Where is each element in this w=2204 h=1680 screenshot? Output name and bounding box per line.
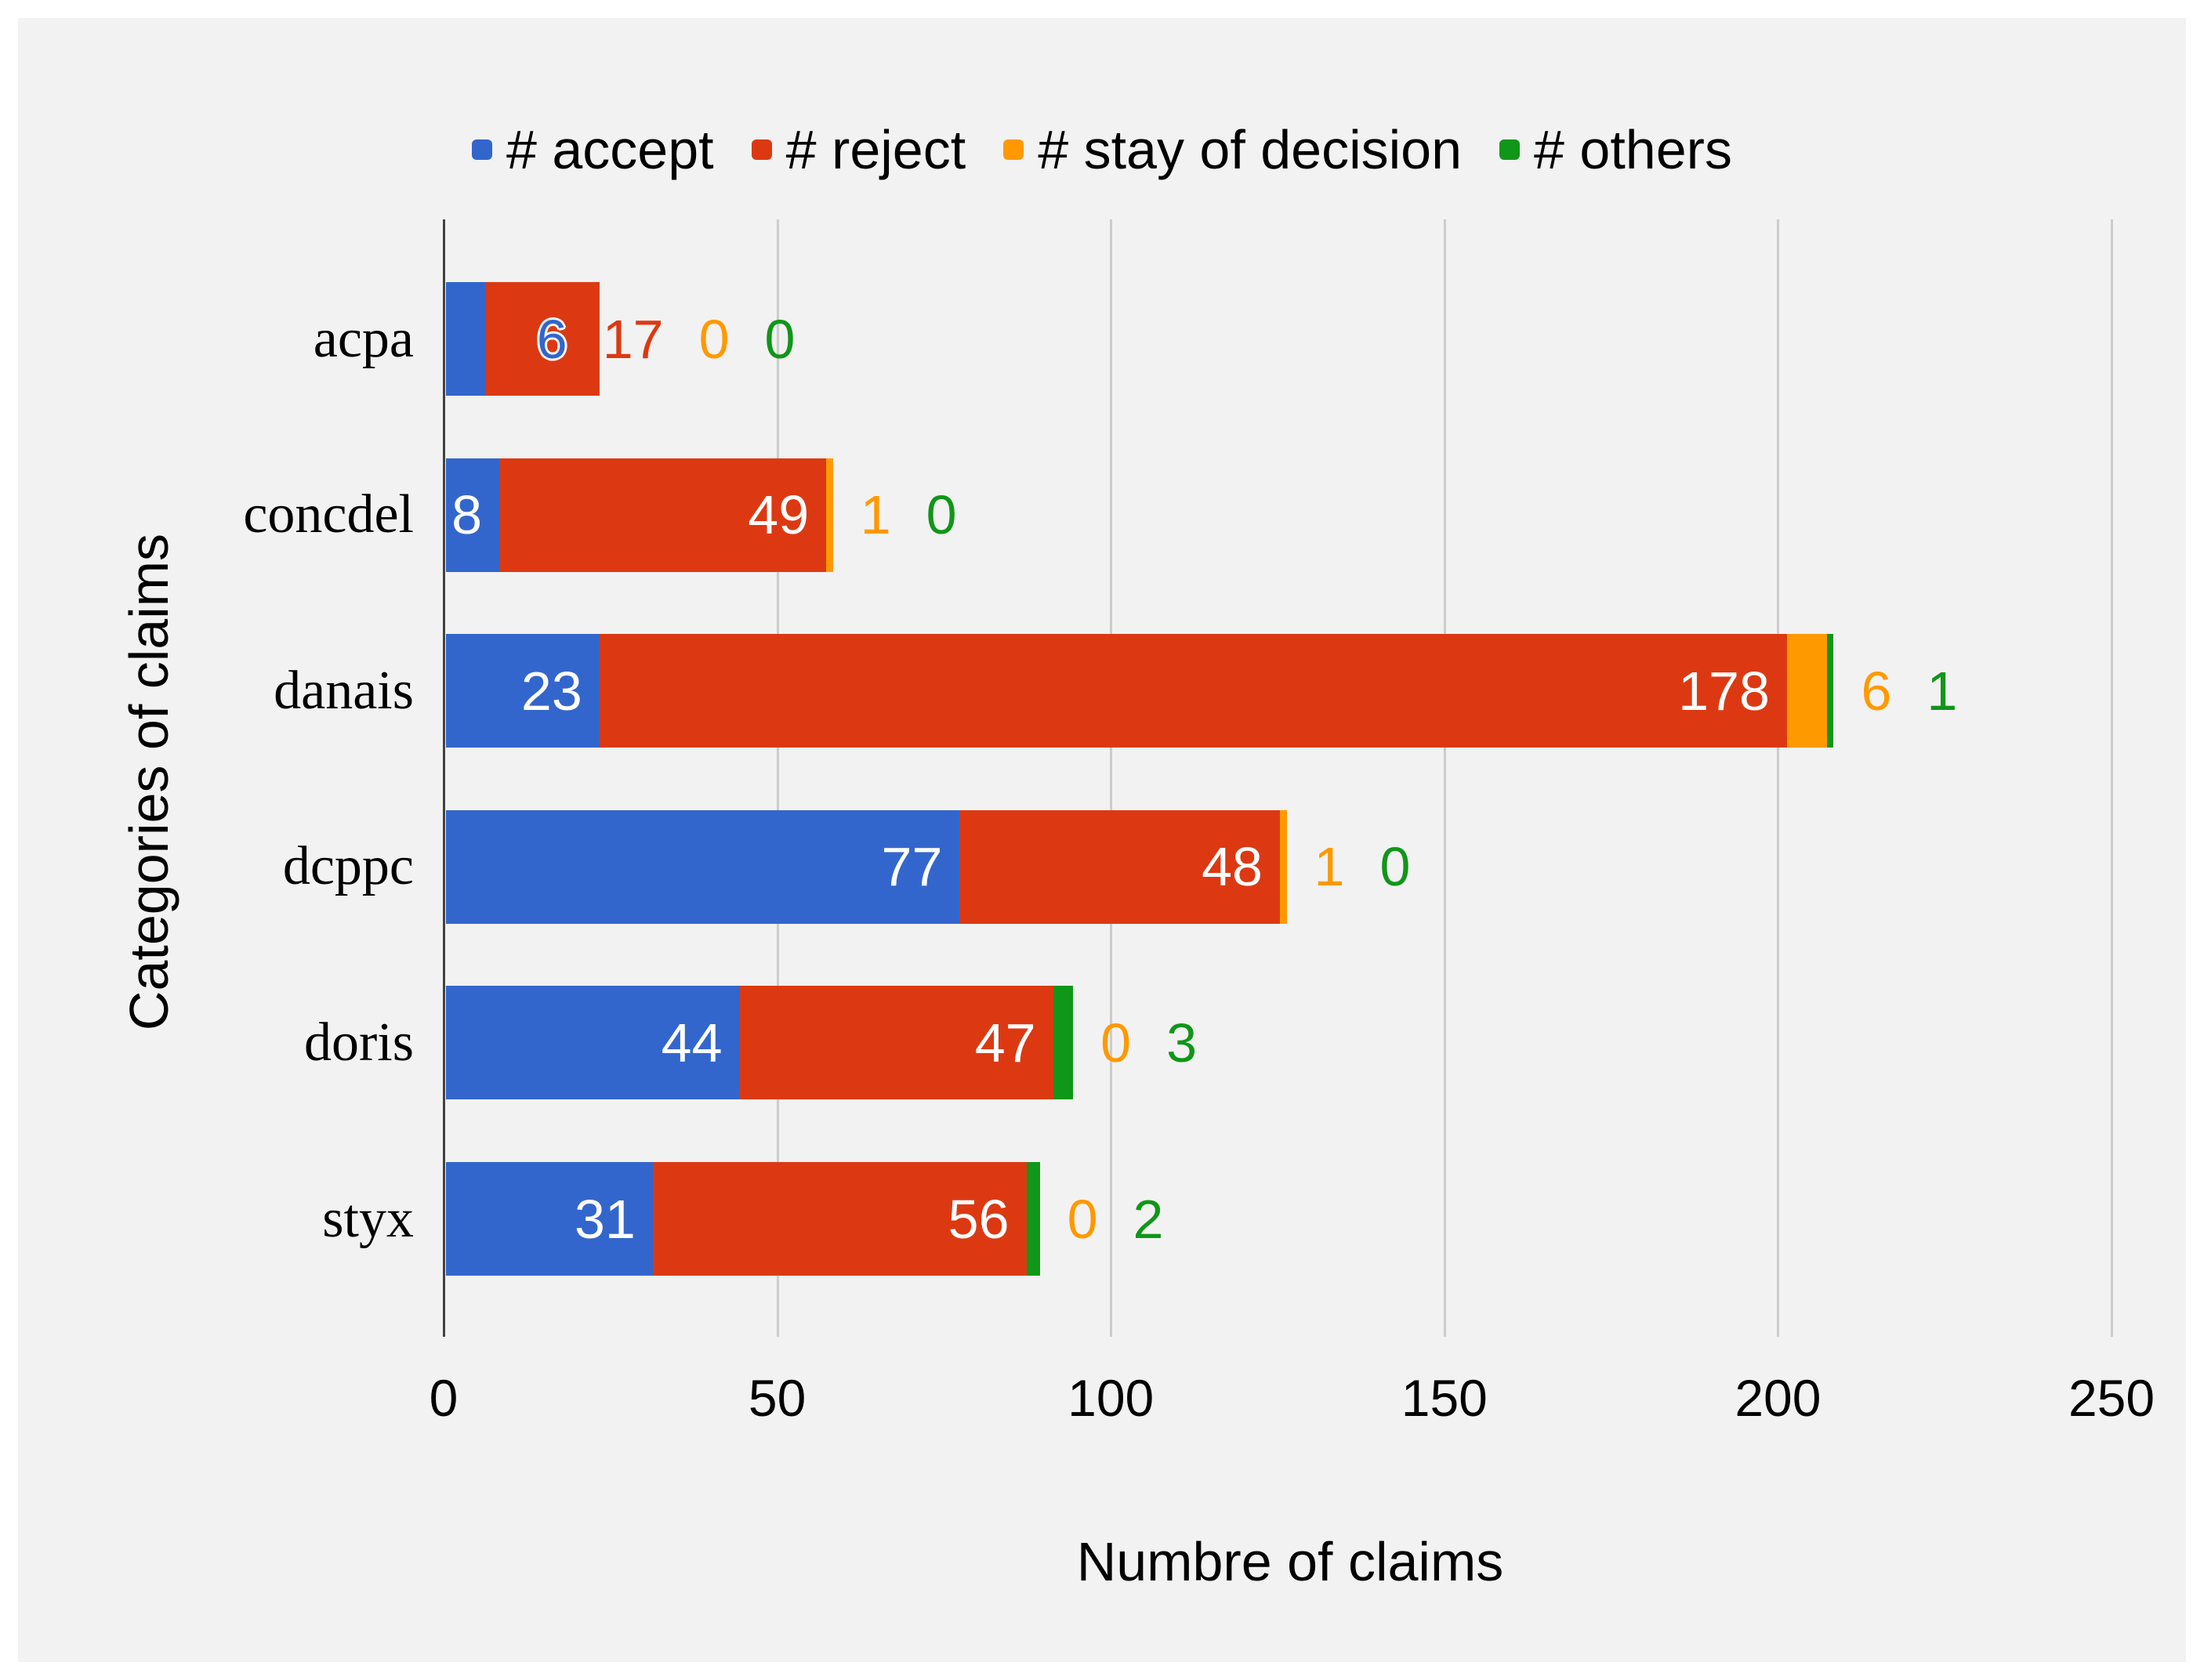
bar-row-styx: 31 56 — [446, 1162, 1040, 1276]
bar-row-doris: 44 47 — [446, 986, 1074, 1100]
plot-area: Numbre of claims 0 50 100 150 200 250 acpa 6 17 0… — [243, 219, 2155, 1592]
bar-value-label: 1 — [860, 484, 891, 546]
legend-label: # others — [1534, 118, 1732, 180]
legend-marker-icon — [472, 139, 492, 160]
category-label-doris: doris — [304, 1012, 414, 1073]
bar-row-concdel: 8 49 — [446, 458, 833, 572]
bar-value-label: 0 — [1067, 1188, 1098, 1250]
bar-segment-concdel-accept[interactable]: 8 — [446, 458, 500, 572]
category-label-danais: danais — [274, 660, 414, 721]
bar-value-label: 0 — [764, 308, 796, 370]
bar-segment-doris-others[interactable] — [1053, 986, 1074, 1100]
legend-item-1[interactable]: # accept — [472, 118, 714, 181]
category-label-concdel: concdel — [243, 484, 414, 545]
x-tick-label: 250 — [2068, 1369, 2155, 1427]
bar-value-label: 0 — [926, 484, 957, 546]
x-tick-label: 150 — [1401, 1369, 1488, 1427]
legend-item-4[interactable]: # others — [1499, 118, 1732, 181]
bar-value-label: 0 — [698, 308, 730, 370]
bar-segment-dcppc-reject[interactable]: 48 — [959, 809, 1280, 924]
legend-label: # accept — [506, 118, 714, 180]
gridline — [776, 219, 779, 1337]
bar-row-acpa — [446, 282, 600, 396]
bar-segment-dcppc-stay-of-decision[interactable] — [1280, 809, 1287, 924]
bar-value-label: 0 — [1100, 1012, 1132, 1074]
gridline — [1443, 219, 1446, 1337]
bar-segment-styx-accept[interactable]: 31 — [446, 1162, 653, 1276]
bar-value-label: 3 — [1166, 1012, 1197, 1074]
bar-value-label: 49 — [748, 484, 810, 546]
bar-value-label: 56 — [948, 1188, 1010, 1250]
y-axis-line — [443, 219, 445, 1337]
bar-value-label: 44 — [661, 1012, 723, 1074]
bar-segment-styx-others[interactable] — [1026, 1162, 1040, 1276]
bar-value-label: 1 — [1314, 836, 1345, 898]
category-label-dcppc: dcppc — [282, 836, 414, 897]
bar-value-label: 178 — [1678, 660, 1770, 722]
bar-segment-concdel-reject[interactable]: 49 — [499, 458, 827, 572]
bar-segment-styx-reject[interactable]: 56 — [652, 1162, 1027, 1276]
bar-value-label: 77 — [881, 836, 943, 898]
category-label-styx: styx — [322, 1188, 414, 1249]
bar-segment-doris-reject[interactable]: 47 — [739, 986, 1053, 1100]
overflow-value-labels-acpa: 6 17 0 0 — [537, 282, 796, 396]
bar-segment-danais-accept[interactable]: 23 — [446, 634, 600, 748]
legend-label: # reject — [785, 118, 966, 180]
x-tick-label: 100 — [1068, 1369, 1155, 1427]
bar-segment-acpa-reject[interactable] — [486, 282, 600, 396]
bar-value-label: 8 — [451, 484, 483, 546]
bar-segment-dcppc-accept[interactable]: 77 — [446, 809, 960, 924]
legend-label: # stay of decision — [1038, 118, 1463, 180]
bar-value-label: 6 — [1861, 660, 1892, 722]
bar-value-label: 31 — [574, 1188, 636, 1250]
bar-value-label: 23 — [520, 660, 582, 722]
x-tick-label: 50 — [748, 1369, 807, 1427]
gridline — [1777, 219, 1780, 1337]
x-axis-title: Numbre of claims — [1076, 1531, 1504, 1592]
x-tick-label: 0 — [429, 1369, 459, 1427]
legend-item-3[interactable]: # stay of decision — [1003, 118, 1462, 181]
bar-segment-acpa-accept[interactable] — [446, 282, 487, 396]
gridline — [2111, 219, 2113, 1337]
legend-item-2[interactable]: # reject — [751, 118, 966, 181]
bar-value-label: 1 — [1927, 660, 1958, 722]
bar-segment-danais-reject[interactable]: 178 — [599, 634, 1787, 748]
y-axis-title: Categories of claims — [118, 533, 179, 1031]
bar-value-label: 17 — [602, 308, 664, 370]
bar-segment-danais-stay-of-decision[interactable] — [1786, 634, 1827, 748]
legend-marker-icon — [751, 139, 772, 160]
bar-value-label: 0 — [1379, 836, 1411, 898]
bar-value-label: 2 — [1133, 1188, 1164, 1250]
gridline — [1110, 219, 1113, 1337]
x-tick-label: 200 — [1735, 1369, 1822, 1427]
category-label-acpa: acpa — [313, 308, 414, 369]
bar-value-label: 48 — [1202, 836, 1263, 898]
bar-segment-doris-accept[interactable]: 44 — [446, 986, 740, 1100]
bar-segment-concdel-stay-of-decision[interactable] — [826, 458, 833, 572]
bar-row-danais: 23 178 — [446, 634, 1834, 748]
bar-row-dcppc: 77 48 — [446, 809, 1287, 924]
chart-panel: # accept # reject # stay of decision # othe… — [18, 18, 2186, 1662]
bar-value-label: 6 — [536, 308, 567, 370]
legend-marker-icon — [1003, 139, 1024, 160]
bar-value-label: 47 — [974, 1012, 1036, 1074]
legend: # accept # reject # stay of decision # othe… — [18, 116, 2186, 183]
legend-marker-icon — [1499, 139, 1521, 160]
bar-segment-danais-others[interactable] — [1826, 634, 1834, 748]
